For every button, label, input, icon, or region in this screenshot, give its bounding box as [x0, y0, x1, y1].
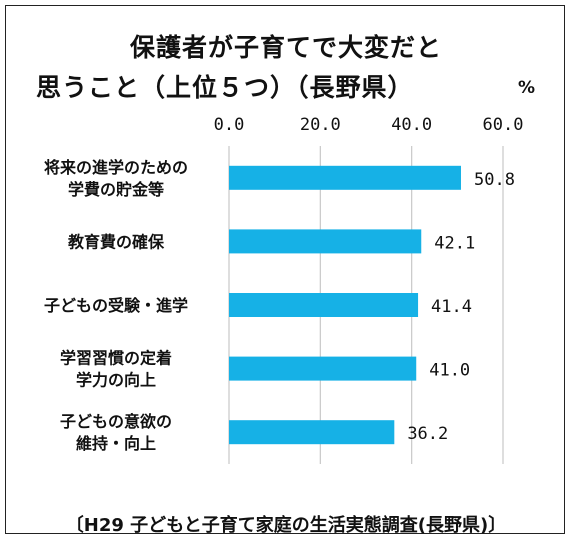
bar — [229, 165, 461, 190]
category-label: 将来の進学のための — [44, 158, 188, 177]
chart-title-line-1: 保護者が子育てで大変だと — [129, 33, 442, 62]
value-label: 41.0 — [429, 361, 470, 381]
category-label: 子どもの意欲の — [60, 412, 172, 431]
category-label: 教育費の確保 — [68, 232, 165, 251]
value-label: 41.4 — [431, 297, 472, 317]
x-tick-label: 40.0 — [391, 115, 432, 135]
value-label: 50.8 — [474, 170, 515, 190]
chart-frame: 保護者が子育てで大変だと 思うこと（上位５つ）（長野県） % 0.0 20.0 40… — [5, 5, 565, 536]
bar — [229, 420, 395, 445]
unit-label: % — [518, 78, 536, 98]
x-tick-label: 60.0 — [483, 115, 524, 135]
value-label: 42.1 — [434, 233, 475, 253]
source-note: 〔H29 子どもと子育て家庭の生活実態調査(長野県)〕 — [65, 515, 507, 536]
bar — [229, 356, 417, 381]
x-tick-label: 20.0 — [300, 115, 341, 135]
category-label: 維持・向上 — [76, 434, 156, 453]
value-label: 36.2 — [407, 424, 448, 444]
category-label: 学習習慣の定着 — [60, 349, 172, 368]
category-label: 学力の向上 — [76, 371, 156, 390]
bar — [229, 229, 422, 254]
bar — [229, 293, 419, 317]
chart-title-line-2: 思うこと（上位５つ）（長野県） — [36, 73, 414, 102]
category-label: 子どもの受験・進学 — [44, 296, 188, 315]
category-label: 学費の貯金等 — [68, 180, 164, 199]
x-tick-label: 0.0 — [214, 115, 245, 135]
